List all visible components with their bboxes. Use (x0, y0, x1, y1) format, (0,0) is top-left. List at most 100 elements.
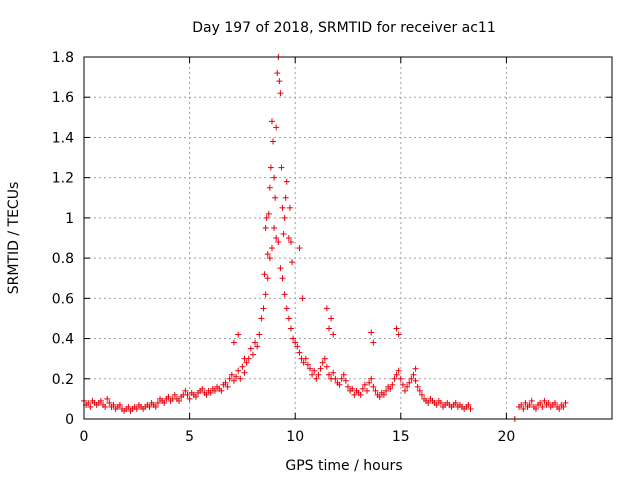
data-point (264, 275, 271, 282)
data-point (273, 124, 280, 131)
y-tick-label: 1 (65, 211, 74, 227)
data-point (154, 399, 161, 406)
data-point (235, 367, 242, 374)
data-point (294, 343, 301, 350)
data-point (270, 138, 277, 145)
data-point (106, 399, 113, 406)
data-point (309, 371, 316, 378)
data-point (332, 375, 339, 382)
data-point (319, 359, 326, 366)
y-tick-label: 1.6 (52, 90, 74, 106)
data-point (266, 255, 273, 262)
data-point (359, 385, 366, 392)
data-point (393, 371, 400, 378)
data-point (279, 204, 286, 211)
data-point (539, 403, 546, 410)
data-point (237, 375, 244, 382)
data-point (283, 305, 290, 312)
data-point (247, 345, 254, 352)
data-point (287, 325, 294, 332)
data-point (351, 391, 358, 398)
data-point (182, 387, 189, 394)
data-point (338, 375, 345, 382)
y-tick-label: 1.2 (52, 171, 74, 187)
y-tick-label: 1.8 (52, 50, 74, 66)
data-point (311, 367, 318, 374)
data-point (399, 381, 406, 388)
x-tick-label: 5 (185, 429, 194, 445)
data-point (152, 403, 159, 410)
data-point (368, 375, 375, 382)
data-point (376, 393, 383, 400)
data-point (241, 369, 248, 376)
data-point (545, 399, 552, 406)
data-point (262, 291, 269, 298)
y-tick-labels: 0 0.2 0.4 0.6 0.8 1 1.2 1.4 1.6 1.8 (52, 50, 74, 428)
data-point (273, 235, 280, 241)
axis-ticks (83, 56, 612, 420)
data-point (260, 305, 267, 312)
data-point (361, 381, 368, 388)
data-point (280, 230, 287, 237)
data-point (537, 399, 544, 406)
data-point (340, 371, 347, 378)
data-point (562, 399, 569, 406)
data-point (526, 401, 533, 408)
data-point (518, 401, 525, 408)
data-point (268, 118, 275, 125)
data-point (299, 295, 306, 302)
data-point (287, 239, 294, 246)
data-point (328, 315, 335, 322)
data-point (330, 369, 337, 376)
data-point (104, 395, 111, 402)
data-point (292, 339, 299, 346)
data-point (282, 194, 289, 201)
data-point (551, 399, 558, 406)
data-point (541, 397, 548, 404)
data-point (262, 224, 269, 231)
data-point (410, 371, 417, 378)
data-point (397, 375, 404, 382)
data-point (395, 331, 402, 338)
data-point (342, 377, 349, 384)
data-point (414, 383, 421, 390)
data-point (265, 210, 272, 217)
data-point (276, 78, 283, 85)
data-point (357, 391, 364, 398)
data-point (402, 387, 409, 394)
data-point (272, 194, 279, 201)
y-tick-label: 0 (65, 412, 74, 428)
data-point (235, 331, 242, 338)
data-point (192, 393, 199, 400)
data-point (271, 174, 278, 181)
data-point (133, 405, 140, 412)
data-point (345, 383, 351, 390)
data-point (252, 339, 259, 346)
data-point (184, 391, 191, 398)
data-point (218, 387, 225, 394)
data-point (268, 245, 275, 252)
data-point (370, 383, 377, 390)
x-tick-label: 10 (286, 429, 304, 445)
data-point (125, 403, 132, 410)
data-point (283, 178, 290, 185)
data-point (271, 224, 278, 231)
data-point (230, 377, 237, 384)
data-point (412, 377, 419, 384)
data-point (317, 365, 324, 372)
data-point (102, 403, 109, 410)
data-point (278, 164, 285, 171)
data-point (300, 359, 307, 366)
data-point (263, 214, 270, 221)
plot-frame (83, 56, 613, 420)
data-point (116, 401, 123, 408)
data-point (97, 397, 104, 404)
data-point (296, 349, 303, 356)
y-tick-label: 0.8 (52, 251, 74, 267)
x-tick-label: 15 (392, 429, 410, 445)
x-tick-labels: 0 5 10 15 20 (80, 429, 516, 445)
data-point (389, 381, 396, 388)
data-point (452, 399, 459, 406)
data-point (171, 391, 178, 398)
data-point (323, 363, 330, 370)
